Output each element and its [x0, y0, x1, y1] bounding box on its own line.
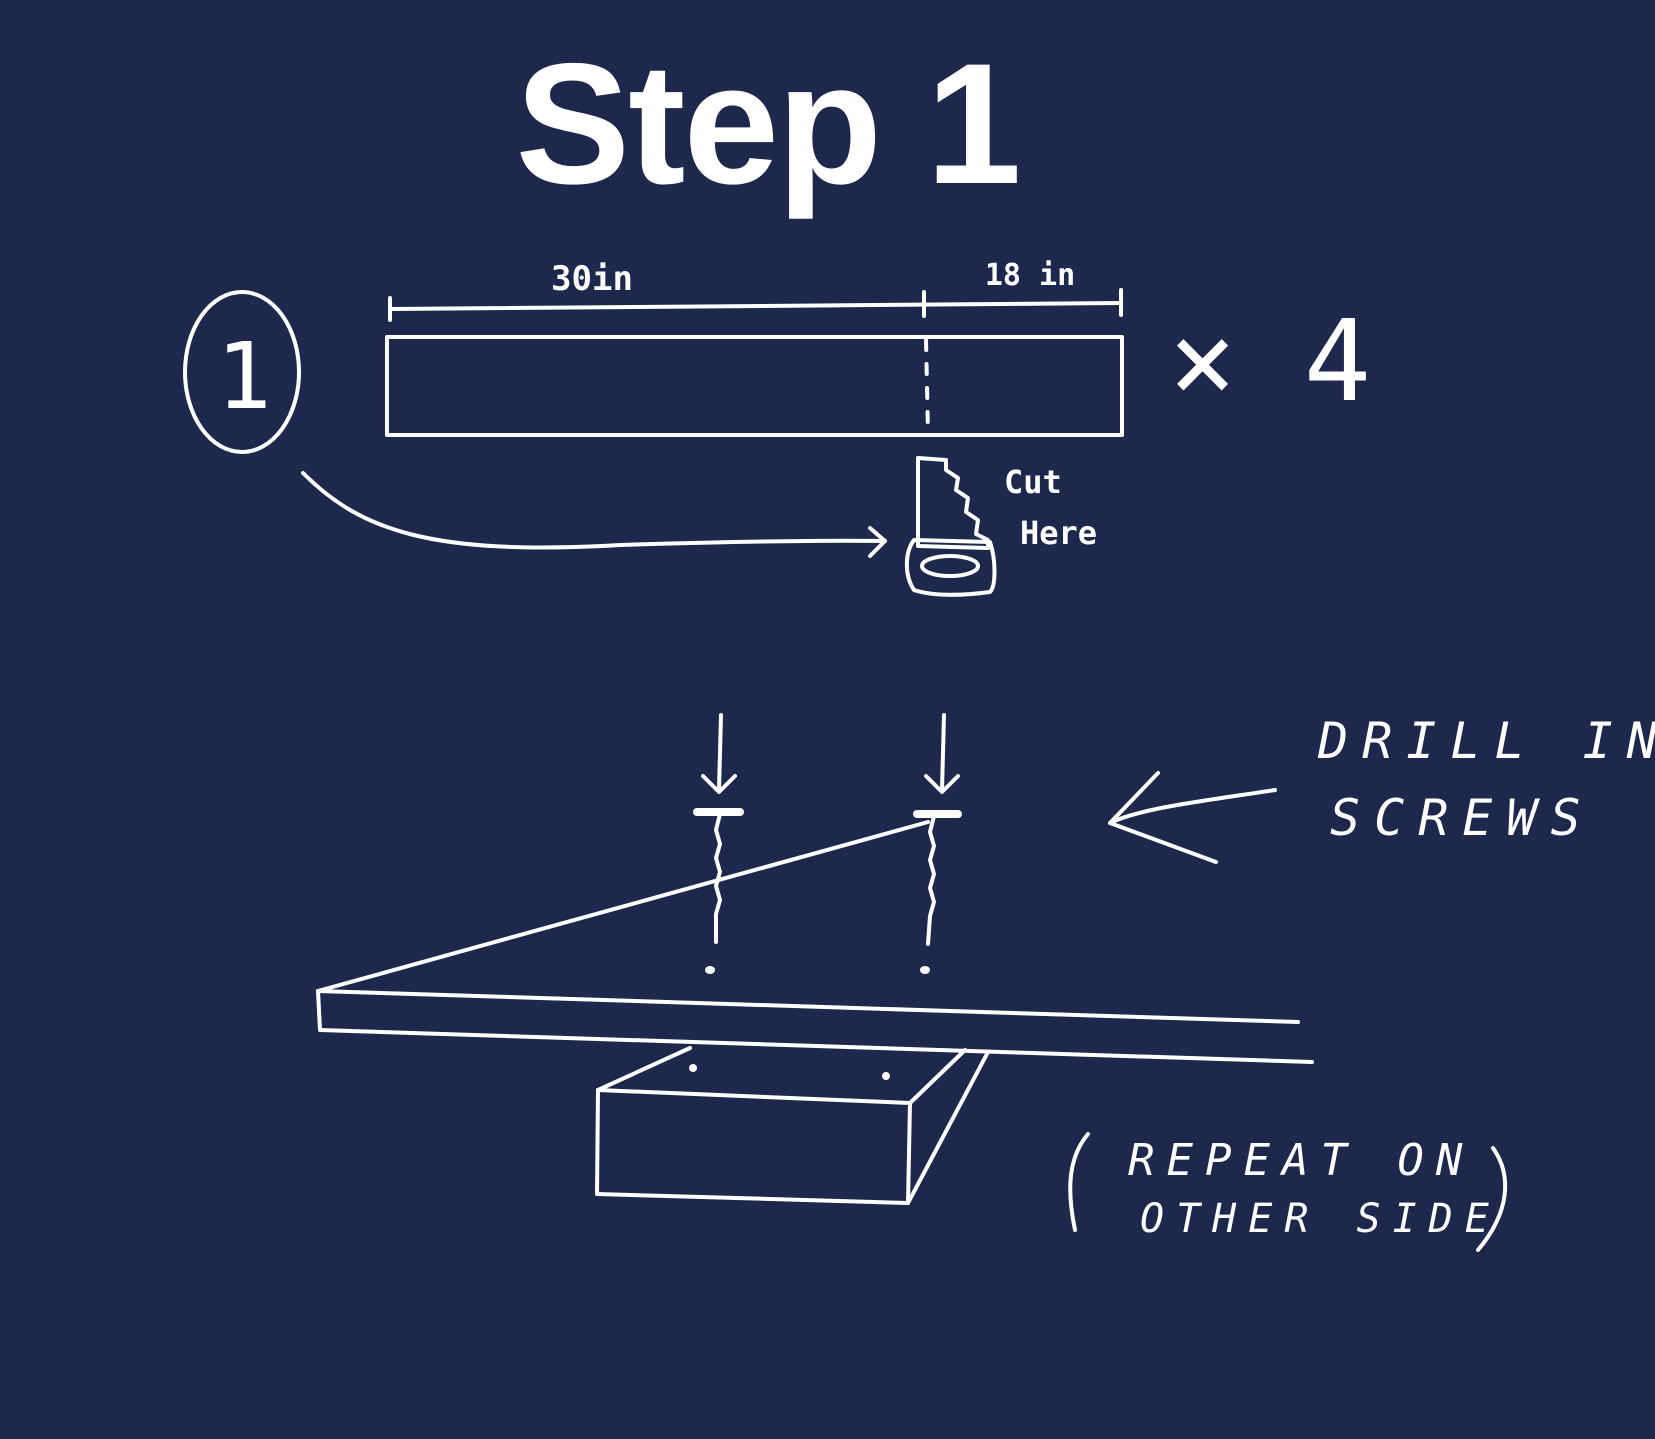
repeat-note-line1: REPEAT ON [1128, 1135, 1474, 1186]
saw-icon: Cut Here [904, 456, 1097, 597]
page-title: Step 1 [515, 28, 1021, 220]
saw-caption-here: Here [1020, 514, 1097, 552]
dimension-line: 30in 18 in [388, 258, 1123, 322]
repeat-note: REPEAT ON OTHER SIDE [1068, 1132, 1508, 1252]
cut-line [924, 338, 930, 435]
quantity-label: × 4 [1169, 297, 1371, 427]
dimension-label-18in: 18 in [985, 258, 1075, 293]
screw-hole-marker [920, 966, 930, 974]
board-to-cut [385, 335, 1124, 437]
saw-caption-cut: Cut [1004, 463, 1062, 501]
screw-hole-marker [705, 966, 715, 974]
drill-label-line2: SCREWS [1330, 789, 1595, 847]
screw-left [693, 713, 744, 974]
drill-label-line1: DRILL IN [1317, 712, 1655, 770]
step-number: 1 [216, 323, 271, 430]
support-block [595, 1046, 990, 1205]
screw-right [913, 713, 962, 974]
pointer-arrow-to-saw [301, 471, 887, 558]
dimension-label-30in: 30in [551, 259, 633, 299]
step-number-badge: 1 [183, 290, 301, 454]
repeat-note-line2: OTHER SIDE [1140, 1196, 1501, 1242]
plank [316, 820, 1314, 1064]
drill-arrow [1108, 771, 1277, 864]
